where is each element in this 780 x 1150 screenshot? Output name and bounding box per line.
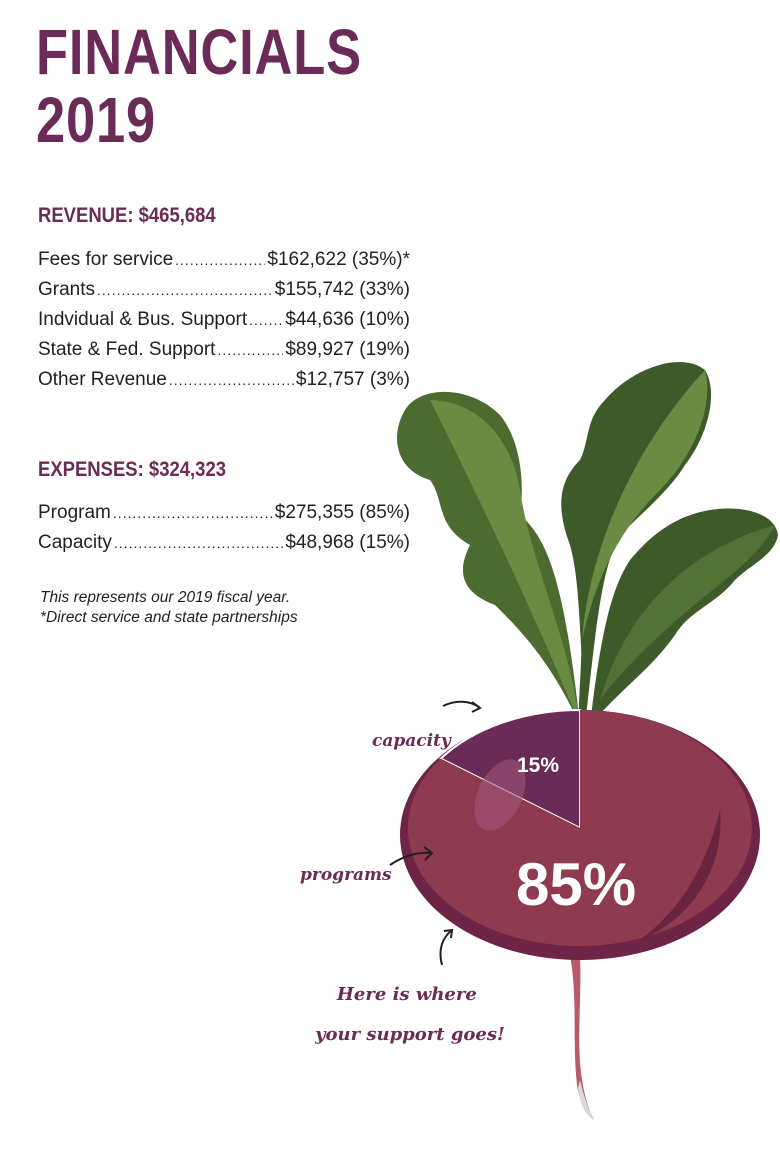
expenses-list: Program.................................… <box>38 498 410 558</box>
page-title: FINANCIALS 2019 <box>36 18 362 154</box>
expense-row: Capacity................................… <box>38 528 410 558</box>
capacity-callout: capacity <box>372 731 452 751</box>
revenue-row: State & Fed. Support....................… <box>38 335 410 365</box>
footnote: This represents our 2019 fiscal year. *D… <box>40 588 298 628</box>
title-line-2: 2019 <box>36 84 157 156</box>
revenue-value: $12,757 (3%) <box>295 369 410 390</box>
revenue-label: Grants <box>38 279 96 300</box>
revenue-label: Indvidual & Bus. Support <box>38 309 248 330</box>
revenue-label: State & Fed. Support <box>38 339 216 360</box>
footnote-direct-service: *Direct service and state partnerships <box>40 609 298 626</box>
programs-arrow <box>389 851 433 866</box>
expense-label: Capacity <box>38 532 112 553</box>
revenue-label: Fees for service <box>38 249 174 270</box>
leaf-left <box>397 391 580 725</box>
expenses-heading: EXPENSES: $324,323 <box>38 458 227 481</box>
support-arrow <box>439 929 453 966</box>
revenue-row: Grants..................................… <box>38 275 410 305</box>
pie-slice-programs <box>407 710 752 946</box>
revenue-value: $44,636 (10%) <box>285 309 410 330</box>
revenue-value: $155,742 (33%) <box>274 279 410 300</box>
expense-value: $275,355 (85%) <box>274 502 410 523</box>
beet-leaves <box>397 361 778 725</box>
beet-illustration: 85% 15% capacity programs Here is where … <box>300 361 778 1120</box>
revenue-list: Fees for service........................… <box>38 245 410 395</box>
expense-row: Program.................................… <box>38 498 410 528</box>
programs-percent-label: 85% <box>516 851 636 918</box>
revenue-heading: REVENUE: $465,684 <box>38 204 216 227</box>
capacity-percent-label: 15% <box>517 754 559 777</box>
revenue-value: $89,927 (19%) <box>285 339 410 360</box>
title-line-1: FINANCIALS <box>36 16 362 88</box>
beet-root <box>570 955 594 1120</box>
revenue-row: Fees for service........................… <box>38 245 410 275</box>
support-callout: Here is where your support goes! <box>314 984 505 1045</box>
expense-value: $48,968 (15%) <box>285 532 410 553</box>
programs-callout: programs <box>300 865 392 885</box>
revenue-value: $162,622 (35%)* <box>267 249 410 270</box>
footnote-fiscal-year: This represents our 2019 fiscal year. <box>40 589 291 606</box>
expense-label: Program <box>38 502 111 523</box>
revenue-label: Other Revenue <box>38 369 167 390</box>
revenue-row: Indvidual & Bus. Support................… <box>38 305 410 335</box>
revenue-row: Other Revenue...........................… <box>38 365 410 395</box>
